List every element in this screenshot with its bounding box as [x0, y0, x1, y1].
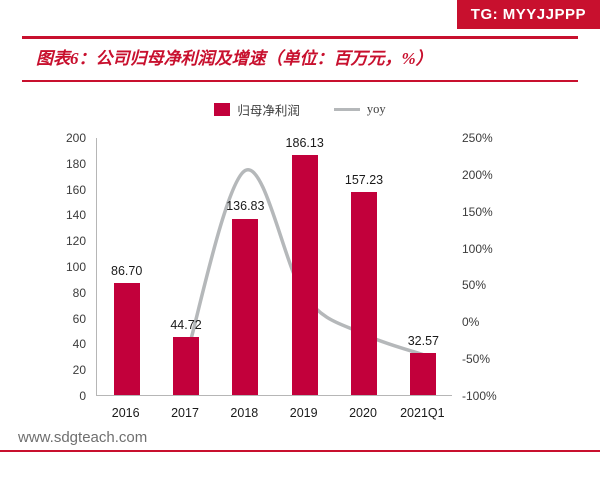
title-rule-top: [22, 36, 578, 39]
y-axis-right: -100% -50% 0% 50% 100% 150% 200% 250%: [456, 131, 520, 403]
y-axis-left-tick: 100: [65, 260, 86, 274]
bar: [232, 218, 259, 395]
y-axis-right-tick: -50%: [462, 352, 491, 367]
bar: [173, 337, 199, 395]
x-axis-tick: 2020: [349, 406, 377, 420]
y-axis-right-tick: 0%: [462, 315, 480, 330]
legend-swatch-bar-icon: [214, 103, 231, 116]
x-axis-tick: 2016: [111, 406, 140, 420]
bar-value-label: 136.83: [226, 199, 265, 214]
chart-legend: 归母净利润 yoy: [0, 100, 600, 119]
bar: [351, 192, 377, 395]
y-axis-right-tick: 250%: [462, 131, 493, 145]
title-rule-bottom: [22, 80, 578, 82]
legend-swatch-line-icon: [333, 108, 360, 111]
x-axis-tick: 2021Q1: [400, 406, 445, 420]
x-axis-tick: 2017: [171, 406, 199, 420]
y-axis-right-tick: 150%: [462, 204, 493, 219]
y-axis-left-tick: 140: [65, 208, 86, 223]
y-axis-left-tick: 160: [65, 182, 86, 197]
y-axis-left-tick: 180: [65, 156, 86, 171]
y-axis-right-tick: 100%: [462, 241, 493, 256]
yoy-line-series: [184, 168, 426, 360]
bar-value-label: 86.70: [111, 264, 143, 279]
y-axis-left-tick: 60: [72, 311, 86, 326]
legend-item-bar: 归母净利润: [214, 100, 300, 119]
x-axis-tick: 2019: [289, 406, 318, 420]
y-axis-left-tick: 20: [72, 363, 86, 378]
footer-rule: [0, 450, 600, 452]
y-axis-left-tick: 120: [65, 234, 86, 249]
legend-label-bar: 归母净利润: [237, 104, 300, 118]
y-axis-left-tick: 0: [79, 389, 86, 403]
legend-label-line: yoy: [366, 102, 386, 116]
footer-site-url: www.sdgteach.com: [18, 429, 148, 446]
y-axis-right-tick: -100%: [462, 389, 497, 403]
x-axis-tick: 2018: [230, 406, 259, 420]
bar-value-label: 157.23: [344, 173, 384, 188]
bar: [291, 154, 318, 395]
bar: [410, 353, 437, 395]
bar-value-label: 44.72: [170, 318, 202, 333]
watermark-tag: TG: MYYJJPPP: [456, 0, 600, 29]
footer: www.sdgteach.com: [0, 424, 600, 480]
page-title: 图表6：公司归母净利润及增速（单位：百万元，%）: [36, 49, 433, 68]
y-axis-left-tick: 200: [65, 131, 86, 145]
x-axis: 2016 2017 2018 2019 2020 2021Q1: [96, 402, 452, 424]
bar-value-label: 186.13: [285, 135, 324, 150]
bar-value-label: 32.57: [407, 333, 439, 348]
y-axis-right-tick: 200%: [462, 167, 493, 182]
y-axis-right-tick: 50%: [462, 278, 487, 293]
y-axis-left-tick: 40: [72, 337, 86, 352]
bar: [113, 283, 140, 395]
y-axis-left-tick: 80: [72, 285, 86, 300]
y-axis-left: 0 20 40 60 80 100 120 140 160 180 200: [30, 131, 90, 403]
chart-plot-area: 0 20 40 60 80 100 120 140 160 180 200 -100% -50% 0% 5…: [0, 126, 600, 420]
plot-canvas: 86.70 44.72 136.83 186.13 157.23 32.57: [96, 135, 452, 396]
legend-item-line: yoy: [333, 102, 386, 117]
